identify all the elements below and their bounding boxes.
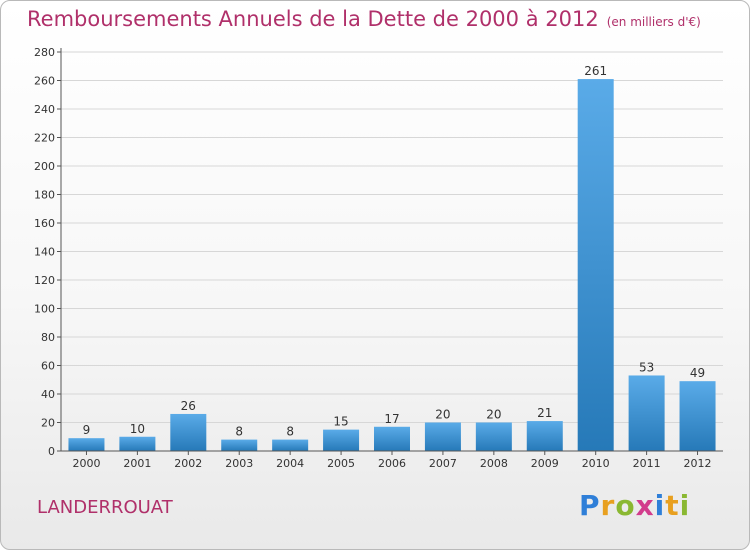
bar-2004 <box>272 439 309 451</box>
chart-unit: (en milliers d'€) <box>606 15 701 29</box>
logo-letter: x <box>635 489 655 522</box>
y-tick-label: 280 <box>34 46 55 59</box>
bar-2002 <box>170 413 207 451</box>
bar-2011 <box>628 375 665 451</box>
axes <box>60 48 723 452</box>
bar-2006 <box>374 426 410 451</box>
data-label: 8 <box>286 425 294 439</box>
data-label: 10 <box>130 422 145 436</box>
data-label: 53 <box>639 360 654 374</box>
data-label: 17 <box>384 412 399 426</box>
commune-name: LANDERROUAT <box>37 497 173 518</box>
grid-lines <box>57 51 723 452</box>
logo-letter: o <box>615 489 636 522</box>
data-label: 8 <box>235 425 243 439</box>
logo-letter: P <box>579 489 601 522</box>
chart-title: Remboursements Annuels de la Dette de 20… <box>27 7 701 31</box>
y-tick-label: 180 <box>34 189 55 202</box>
x-tick-label: 2005 <box>327 457 355 470</box>
logo-letter: r <box>600 489 616 522</box>
data-label: 9 <box>83 423 91 437</box>
data-label: 49 <box>690 366 705 380</box>
y-tick-label: 160 <box>34 217 55 230</box>
y-tick-label: 100 <box>34 303 55 316</box>
y-tick-label: 220 <box>34 132 55 145</box>
data-label: 261 <box>584 64 607 78</box>
x-tick-label: 2001 <box>123 457 151 470</box>
data-label: 20 <box>435 408 450 422</box>
x-tick-label: 2011 <box>633 457 661 470</box>
data-labels: 9 10 26 8 8 15 17 20 20 21 261 53 49 <box>83 64 706 439</box>
bar-2010 <box>577 79 614 451</box>
data-label: 15 <box>333 415 348 429</box>
x-tick-label: 2000 <box>72 457 100 470</box>
x-tick-label: 2008 <box>480 457 508 470</box>
y-tick-label: 40 <box>41 388 55 401</box>
y-tick-label: 60 <box>41 360 55 373</box>
logo-letter: i <box>679 489 691 522</box>
data-label: 20 <box>486 408 501 422</box>
bars <box>68 79 716 451</box>
logo-letter: i <box>654 489 666 522</box>
y-tick-label: 260 <box>34 75 55 88</box>
logo-letter: t <box>665 489 680 522</box>
proxiti-logo: Proxiti <box>579 489 690 522</box>
y-tick-label: 200 <box>34 160 55 173</box>
x-axis-tick-labels: 2000 2001 2002 2003 2004 2005 2006 2007 2008 2009… <box>72 451 712 470</box>
y-tick-label: 140 <box>34 246 55 259</box>
y-tick-label: 0 <box>48 445 55 458</box>
chart-title-text: Remboursements Annuels de la Dette de 20… <box>27 7 599 31</box>
data-label: 26 <box>181 399 196 413</box>
y-tick-label: 80 <box>41 331 55 344</box>
y-tick-label: 20 <box>41 417 55 430</box>
y-axis-tick-labels: 0 20 40 60 80 100 120 140 160 180 200 220 240 260 280 <box>34 46 55 458</box>
x-tick-label: 2009 <box>531 457 559 470</box>
bar-2003 <box>221 439 258 451</box>
bar-2008 <box>475 422 512 451</box>
bar-2000 <box>68 438 105 451</box>
bar-2001 <box>119 436 156 451</box>
x-tick-label: 2002 <box>174 457 202 470</box>
bar-2009 <box>526 421 563 451</box>
x-tick-label: 2004 <box>276 457 304 470</box>
x-tick-label: 2006 <box>378 457 406 470</box>
x-tick-label: 2010 <box>582 457 610 470</box>
bar-2012 <box>679 381 716 451</box>
x-tick-label: 2007 <box>429 457 457 470</box>
x-tick-label: 2012 <box>684 457 712 470</box>
x-tick-label: 2003 <box>225 457 253 470</box>
y-tick-label: 120 <box>34 274 55 287</box>
bar-2005 <box>323 429 360 451</box>
data-label: 21 <box>537 406 552 420</box>
bar-2007 <box>424 422 461 451</box>
y-tick-label: 240 <box>34 103 55 116</box>
